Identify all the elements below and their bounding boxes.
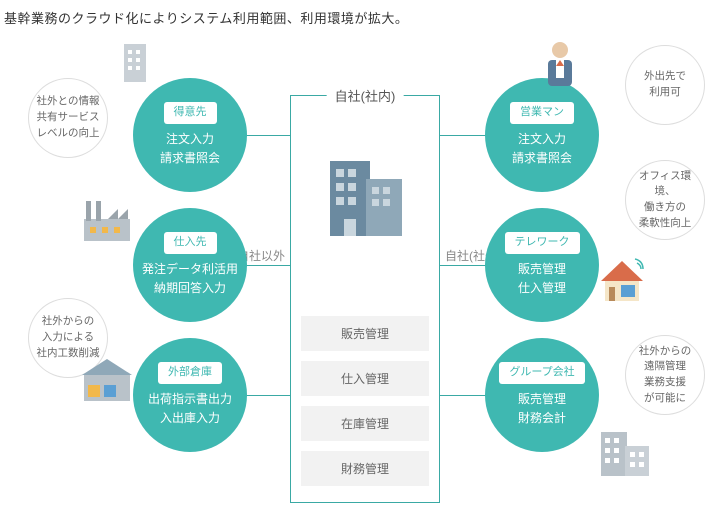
bubble-outside-use: 外出先で 利用可 (625, 45, 705, 125)
module-item: 在庫管理 (301, 406, 429, 441)
factory-icon (78, 195, 138, 250)
node-telework: テレワーク 販売管理 仕入管理 (485, 208, 599, 322)
node-group: グループ会社 販売管理 財務会計 (485, 338, 599, 452)
connector (243, 395, 290, 396)
node-line: 発注データ利活用 (142, 260, 238, 279)
connector (440, 135, 487, 136)
node-line: 納期回答入力 (154, 279, 226, 298)
node-line: 入出庫入力 (160, 409, 220, 428)
page-title: 基幹業務のクラウド化によりシステム利用範囲、利用環境が拡大。 (0, 0, 728, 35)
node-line: 出荷指示書出力 (148, 390, 232, 409)
warehouse-icon (78, 355, 136, 410)
node-line: 仕入管理 (518, 279, 566, 298)
node-tag: 営業マン (510, 102, 574, 124)
person-icon (540, 38, 580, 93)
building-small-icon (118, 38, 156, 91)
node-line: 販売管理 (518, 390, 566, 409)
module-list: 販売管理 仕入管理 在庫管理 財務管理 (301, 316, 429, 496)
node-tag: テレワーク (505, 232, 580, 254)
node-tag: 得意先 (164, 102, 217, 124)
module-item: 財務管理 (301, 451, 429, 486)
connector (243, 135, 290, 136)
module-item: 仕入管理 (301, 361, 429, 396)
house-icon (595, 255, 650, 310)
node-tag: 外部倉庫 (158, 362, 222, 384)
node-eigyouman: 営業マン 注文入力 請求書照会 (485, 78, 599, 192)
node-line: 注文入力 (518, 130, 566, 149)
connector (243, 265, 290, 266)
node-line: 財務会計 (518, 409, 566, 428)
bubble-office-flex: オフィス環境、 働き方の 柔軟性向上 (625, 160, 705, 240)
node-shiiresaki: 仕入先 発注データ利活用 納期回答入力 (133, 208, 247, 322)
node-line: 販売管理 (518, 260, 566, 279)
node-line: 請求書照会 (160, 149, 220, 168)
bubble-info-share: 社外との情報 共有サービス レベルの向上 (28, 78, 108, 158)
center-label: 自社(社内) (327, 86, 404, 105)
node-line: 請求書照会 (512, 149, 572, 168)
node-tokuisaki: 得意先 注文入力 請求書照会 (133, 78, 247, 192)
node-tag: 仕入先 (164, 232, 217, 254)
center-company-box: 自社(社内) 販売管理 仕入管理 在庫管理 財務管理 (290, 95, 440, 503)
connector (440, 265, 487, 266)
building-icon (320, 141, 410, 246)
module-item: 販売管理 (301, 316, 429, 351)
node-gaibusouko: 外部倉庫 出荷指示書出力 入出庫入力 (133, 338, 247, 452)
office-building-icon (595, 420, 655, 485)
node-tag: グループ会社 (499, 362, 584, 384)
connector (440, 395, 487, 396)
node-line: 注文入力 (166, 130, 214, 149)
bubble-remote-mgmt: 社外からの 遠隔管理 業務支援 が可能に (625, 335, 705, 415)
